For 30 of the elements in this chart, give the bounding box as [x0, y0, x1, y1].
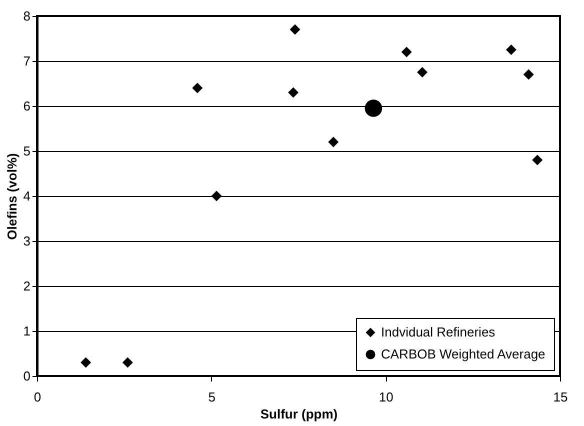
point	[532, 154, 543, 166]
point	[122, 357, 133, 368]
legend-label: Indvidual Refineries	[381, 324, 496, 340]
point	[192, 82, 203, 94]
point	[288, 87, 299, 98]
y-tick-label: 6	[23, 98, 30, 114]
point	[506, 44, 516, 55]
y-tick-label: 1	[23, 324, 30, 338]
point	[328, 136, 339, 148]
point	[80, 357, 92, 368]
point	[417, 67, 428, 78]
x-tick-label: 15	[553, 390, 568, 404]
y-tick-label: 0	[23, 368, 30, 384]
point	[290, 24, 300, 35]
y-axis-title: Olefins (vol%)	[4, 153, 20, 240]
point	[364, 100, 382, 117]
x-tick-label: 0	[34, 390, 42, 404]
point	[523, 69, 534, 80]
y-tick-label: 8	[23, 8, 30, 24]
x-tick-label: 10	[378, 390, 394, 404]
point	[211, 190, 222, 202]
y-tick-label: 3	[23, 234, 30, 248]
point	[401, 46, 412, 58]
y-tick-label: 2	[23, 278, 30, 294]
x-tick-label: 5	[208, 390, 216, 404]
y-tick-label: 5	[23, 144, 30, 158]
legend-label: CARBOB Weighted Average	[381, 346, 546, 362]
y-tick-label: 4	[23, 188, 30, 204]
x-axis-title: Sulfur (ppm)	[260, 406, 338, 422]
y-tick-label: 7	[23, 54, 30, 68]
